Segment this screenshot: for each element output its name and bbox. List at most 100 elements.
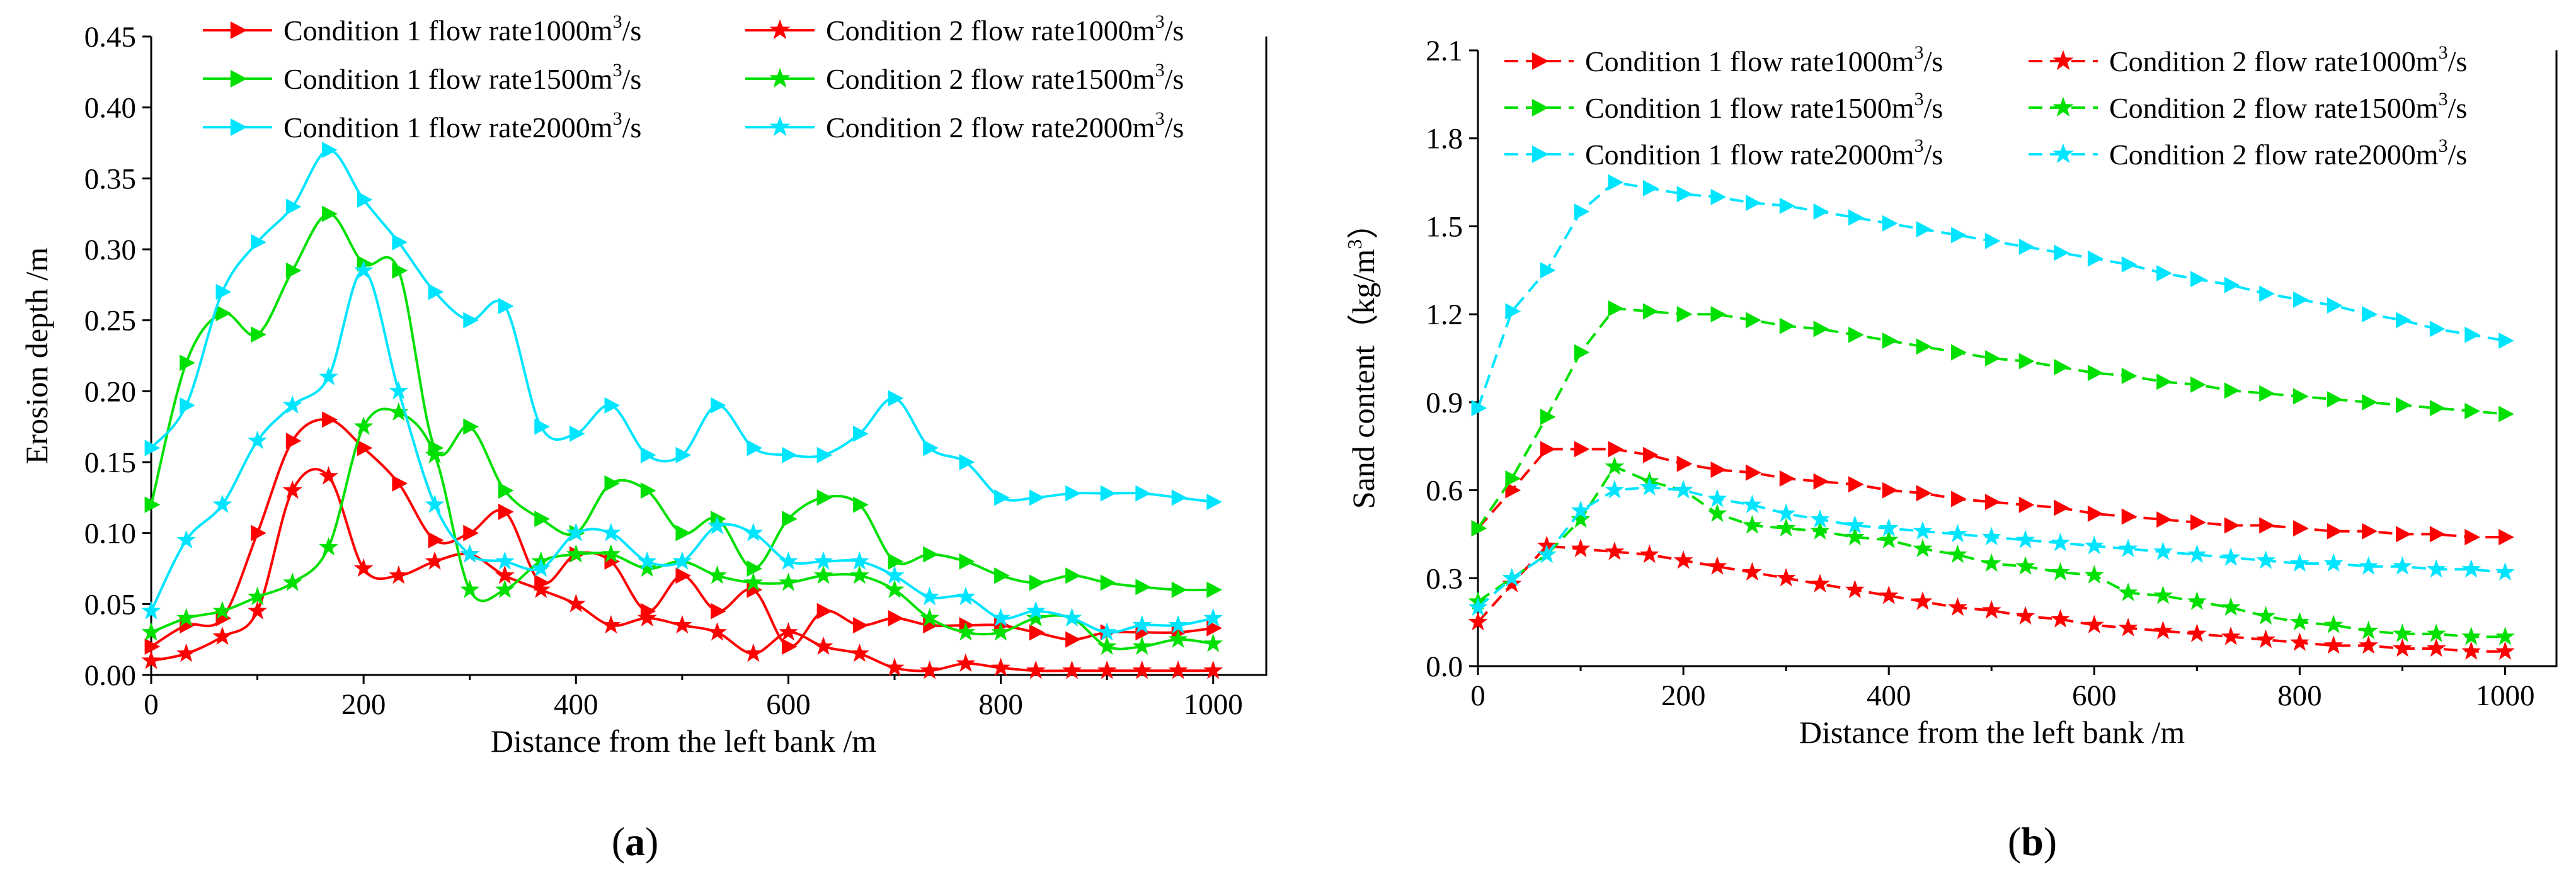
data-point <box>994 567 1010 584</box>
data-point <box>2221 597 2241 616</box>
y-axis-title-sup: 3 <box>1343 239 1366 249</box>
data-point <box>215 283 232 300</box>
panel-label-open: ( <box>2008 819 2021 864</box>
data-point <box>1779 197 1795 214</box>
data-point <box>2495 626 2515 645</box>
data-point <box>1984 350 2001 366</box>
legend-label-suffix: /s <box>1924 92 1943 124</box>
data-point <box>463 524 479 541</box>
data-point <box>956 622 976 641</box>
data-point <box>319 366 338 385</box>
legend-label-main: Condition 2 flow rate2000m <box>2109 139 2439 171</box>
legend-item: Condition 2 flow rate2000m3/s <box>745 108 1184 144</box>
data-point <box>566 594 586 613</box>
series-2 <box>1471 300 2514 537</box>
data-point <box>779 572 798 591</box>
data-point <box>1203 633 1223 652</box>
data-point <box>1673 480 1693 499</box>
data-point <box>2359 635 2379 654</box>
data-point <box>1776 518 1796 537</box>
legend-label: Condition 2 flow rate1000m3/s <box>2109 42 2467 77</box>
x-tick-label: 200 <box>341 688 386 721</box>
data-point <box>2121 367 2138 384</box>
data-point <box>1605 480 1625 499</box>
y-tick-label: 0.0 <box>1426 650 1463 683</box>
data-point <box>1981 526 2001 546</box>
data-point <box>1132 615 1152 634</box>
series-5 <box>1468 477 2515 616</box>
data-point <box>1097 636 1117 655</box>
data-point <box>852 496 869 513</box>
data-point <box>460 544 480 563</box>
legend-item: Condition 2 flow rate1000m3/s <box>745 11 1184 47</box>
chart-panel-b: 0 200 400 600 800 1000 0.0 0.3 0.6 0.9 1.2 1.5 1.8 2.… <box>1343 35 2558 864</box>
x-axis-title: Distance from the left bank /m <box>1799 715 2185 750</box>
data-point <box>1779 470 1795 487</box>
data-point <box>956 586 976 606</box>
legend-label-main: Condition 1 flow rate2000m <box>283 111 613 144</box>
data-point <box>849 551 869 570</box>
data-point <box>1065 485 1081 502</box>
data-point <box>566 523 586 541</box>
x-tick-label: 0 <box>1470 679 1485 712</box>
data-point <box>920 586 940 606</box>
y-tick-label: 0.15 <box>84 446 136 479</box>
data-point <box>1605 541 1625 560</box>
data-point <box>2187 591 2207 610</box>
data-point <box>2256 550 2275 569</box>
legend-item: Condition 1 flow rate1500m3/s <box>203 60 641 95</box>
data-point <box>1848 326 1864 343</box>
data-point <box>711 603 726 620</box>
data-point <box>212 494 232 513</box>
legend-item: Condition 2 flow rate1500m3/s <box>2029 89 2467 124</box>
data-point <box>640 446 656 463</box>
data-point <box>215 305 232 322</box>
data-point <box>779 551 798 570</box>
legend: Condition 1 flow rate1000m3/s Condition 2… <box>203 11 1184 144</box>
x-tick-label: 600 <box>766 688 811 721</box>
panel-label: (b) <box>2008 819 2057 864</box>
series-line <box>150 269 1214 634</box>
data-point <box>923 546 939 563</box>
legend-marker <box>769 19 791 40</box>
data-point <box>425 494 445 513</box>
data-point <box>888 390 904 407</box>
legend-label-suffix: /s <box>622 63 642 95</box>
legend-label: Condition 2 flow rate2000m3/s <box>2109 135 2467 171</box>
data-point <box>1707 556 1727 575</box>
data-point <box>389 381 409 400</box>
data-point <box>498 503 514 520</box>
chart-panel-a: 0 200 400 600 800 1000 0.00 0.05 0.10 0.15 0.20 0.2… <box>19 11 1268 864</box>
data-point <box>141 622 161 641</box>
data-point <box>2224 382 2240 399</box>
data-point <box>1608 300 1624 317</box>
data-point <box>849 565 869 584</box>
data-point <box>1916 485 1932 502</box>
data-point <box>640 482 656 499</box>
data-point <box>2259 517 2275 534</box>
data-point <box>1951 344 1967 361</box>
data-point <box>920 660 940 679</box>
legend-label-main: Condition 1 flow rate2000m <box>1585 139 1915 171</box>
data-point <box>1848 476 1864 493</box>
legend-label-main: Condition 2 flow rate1500m <box>2109 92 2439 124</box>
data-point <box>2293 520 2309 537</box>
y-tick-label: 0.3 <box>1426 562 1463 595</box>
legend-label-suffix: /s <box>2448 45 2468 77</box>
data-point <box>248 601 267 620</box>
legend-label: Condition 2 flow rate1500m3/s <box>2109 89 2467 124</box>
data-point <box>1984 232 2001 249</box>
data-point <box>1848 209 1864 226</box>
data-point <box>1026 601 1046 620</box>
data-point <box>1676 306 1693 323</box>
legend: Condition 1 flow rate1000m3/s Condition 2… <box>1504 42 2467 171</box>
data-point <box>1571 538 1591 557</box>
data-point <box>813 551 833 570</box>
data-point <box>604 397 621 414</box>
data-point <box>1168 629 1188 648</box>
data-point <box>888 553 904 570</box>
data-point <box>1502 568 1522 587</box>
data-point <box>1710 461 1727 478</box>
data-point <box>743 523 764 541</box>
data-point <box>1605 456 1625 475</box>
